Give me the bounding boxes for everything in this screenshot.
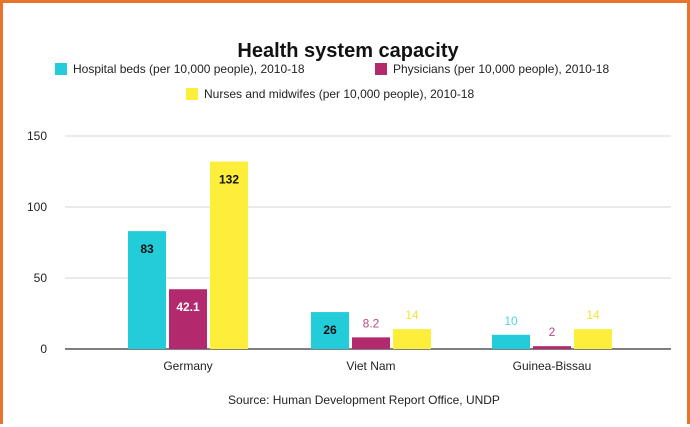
data-label: 26 — [323, 323, 337, 337]
legend-swatch-3 — [186, 88, 198, 100]
bar-germany-series-2 — [169, 289, 207, 349]
x-category-label: Viet Nam — [346, 359, 395, 373]
data-label: 2 — [549, 325, 556, 339]
category-labels: Germany Viet Nam Guinea-Bissau — [163, 359, 591, 373]
bar-guinea-bissau-series-3 — [574, 329, 612, 349]
legend-label-2: Physicians (per 10,000 people), 2010-18 — [393, 62, 609, 76]
bar-guinea-bissau-series-2 — [533, 346, 571, 349]
y-tick-label: 0 — [40, 342, 47, 356]
legend-swatch-2 — [375, 63, 387, 75]
y-tick-label: 100 — [27, 200, 47, 214]
bars: 83 42.1 132 26 8.2 14 10 2 14 — [128, 161, 612, 349]
data-label: 83 — [140, 242, 154, 256]
bar-germany-series-3 — [210, 161, 248, 349]
legend-label-1: Hospital beds (per 10,000 people), 2010-… — [73, 62, 305, 76]
y-tick-label: 150 — [27, 129, 47, 143]
data-label: 8.2 — [363, 316, 380, 330]
bar-guinea-bissau-series-1 — [492, 334, 530, 349]
bar-viet-nam-series-3 — [393, 329, 431, 349]
source-note: Source: Human Development Report Office,… — [228, 393, 500, 407]
legend-label-3: Nurses and midwifes (per 10,000 people),… — [204, 87, 474, 101]
x-category-label: Guinea-Bissau — [513, 359, 592, 373]
data-label: 10 — [504, 314, 518, 328]
data-label: 42.1 — [176, 300, 200, 314]
data-label: 14 — [586, 308, 600, 322]
bar-viet-nam-series-1 — [311, 312, 349, 349]
chart-title: Health system capacity — [237, 40, 459, 62]
bar-chart: Health system capacity Hospital beds (pe… — [27, 40, 671, 407]
data-label: 14 — [405, 308, 419, 322]
bar-germany-series-1 — [128, 231, 166, 349]
legend: Hospital beds (per 10,000 people), 2010-… — [55, 62, 609, 101]
x-category-label: Germany — [163, 359, 212, 373]
y-tick-label: 50 — [34, 271, 48, 285]
legend-swatch-1 — [55, 63, 67, 75]
bar-viet-nam-series-2 — [352, 337, 390, 349]
data-label: 132 — [219, 173, 239, 187]
